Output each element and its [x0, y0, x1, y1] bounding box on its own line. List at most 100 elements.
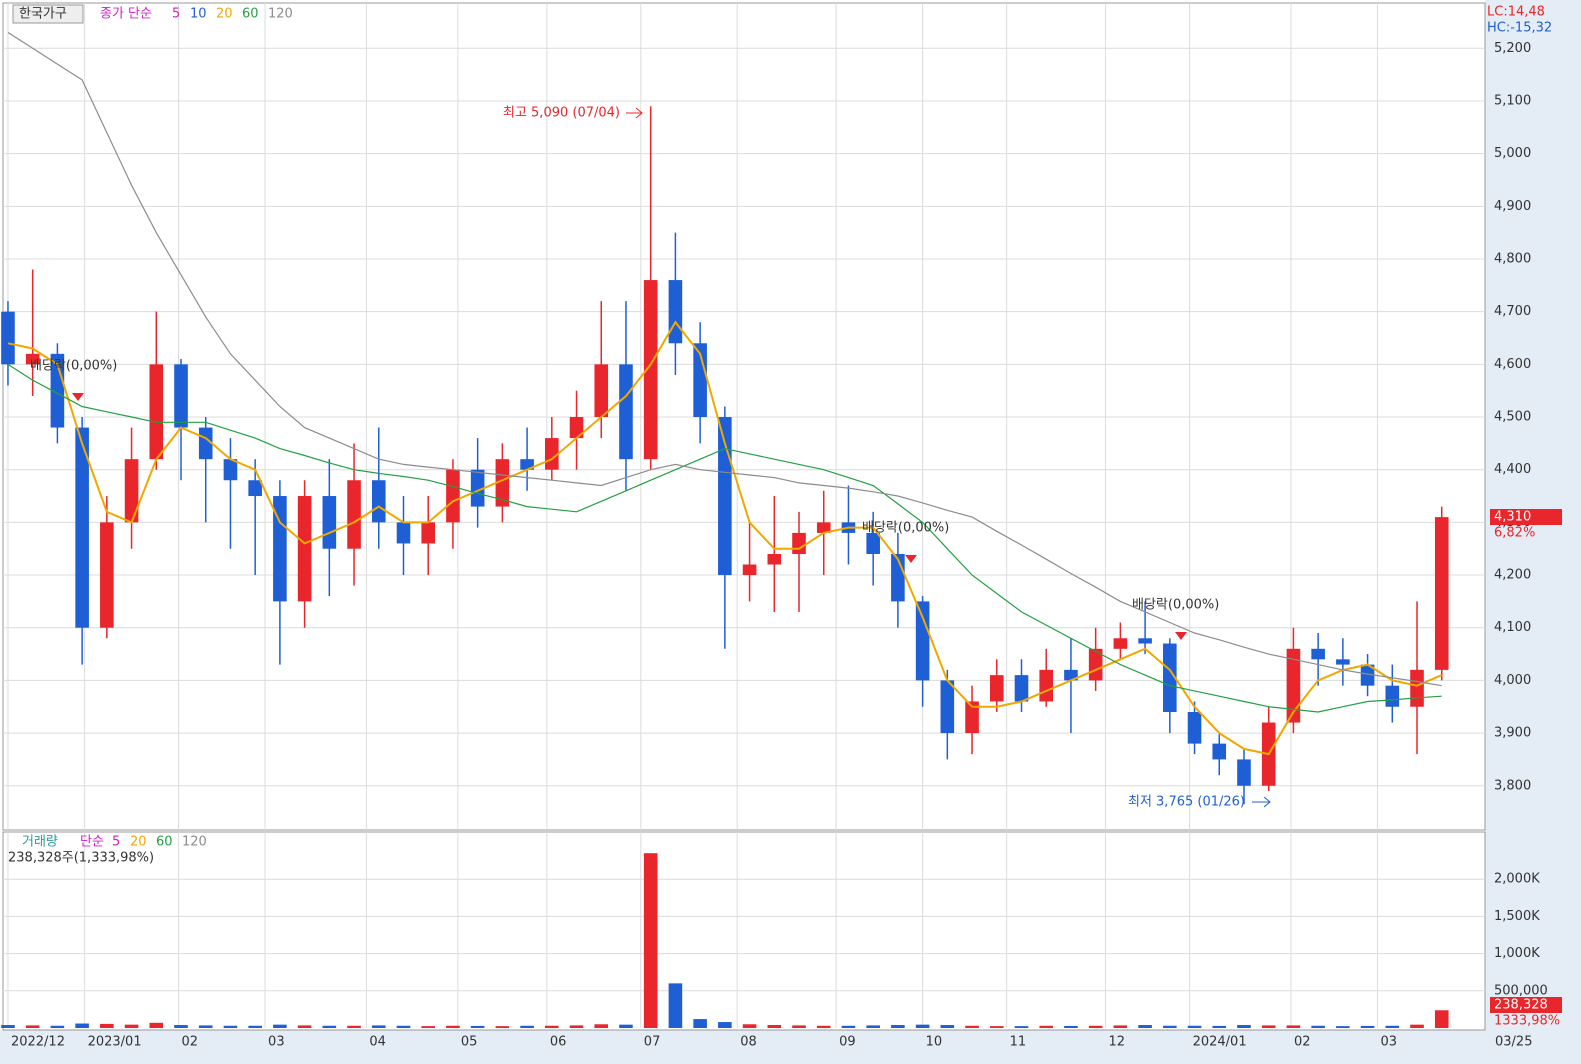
volume-bar	[1237, 1025, 1251, 1028]
y-tick-label: 4,400	[1494, 462, 1531, 477]
volume-bar	[1410, 1024, 1424, 1028]
volume-bar	[223, 1025, 238, 1028]
y-tick-label: 4,800	[1494, 252, 1531, 267]
volume-tag	[1490, 997, 1562, 1013]
candle-body	[396, 522, 411, 544]
volume-bar	[1138, 1025, 1152, 1028]
x-tick-label: 2022/12	[11, 1035, 65, 1050]
candle-body	[198, 427, 213, 460]
last-volume: 238,328	[1494, 998, 1548, 1013]
volume-bar	[1039, 1025, 1054, 1028]
volume-bar	[198, 1025, 213, 1028]
volume-bar	[1336, 1026, 1350, 1028]
last-volume-change: 1333,98%	[1494, 1014, 1560, 1029]
volume-bar	[100, 1023, 114, 1028]
x-tick-label: 10	[926, 1035, 943, 1050]
volume-bar	[75, 1023, 89, 1028]
candle-body	[594, 364, 609, 418]
x-tick-label: 11	[1010, 1035, 1027, 1050]
high-note: 최고 5,090 (07/04)	[503, 106, 620, 121]
last-change: 6,82%	[1494, 526, 1535, 541]
dividend-note: 배당락(0,00%)	[862, 521, 949, 536]
candle-body	[273, 496, 287, 602]
volume-bar	[915, 1024, 930, 1028]
y-tick-label: 4,700	[1494, 304, 1531, 319]
volume-bar	[248, 1025, 262, 1028]
volume-bar	[767, 1025, 782, 1028]
legend-item: 10	[190, 7, 207, 22]
y-tick-label: 3,900	[1494, 726, 1531, 741]
candle-body	[1113, 638, 1128, 649]
volume-bar	[1212, 1025, 1227, 1028]
candle-body	[149, 364, 164, 460]
candle-body	[1385, 685, 1400, 707]
volume-bar	[371, 1025, 386, 1028]
legend-item: 5	[172, 7, 180, 22]
arrow	[1252, 796, 1271, 808]
volume-bar	[396, 1025, 411, 1028]
candle-body	[248, 480, 262, 497]
x-tick-label: 2024/01	[1193, 1035, 1247, 1050]
volume-bar	[25, 1025, 40, 1028]
volume-bar	[1286, 1025, 1301, 1028]
volume-bar	[965, 1025, 979, 1028]
grid: 3,8003,9004,0004,1004,2004,3004,4004,500…	[3, 3, 1548, 1050]
volume-header: 238,328주(1,333,98%)	[8, 851, 154, 866]
x-tick-label: 12	[1109, 1035, 1126, 1050]
volume-bar	[470, 1025, 485, 1028]
candle-body	[940, 680, 955, 734]
volume-bar	[594, 1024, 609, 1028]
candle-body	[1360, 664, 1375, 686]
volume-bar	[1064, 1025, 1078, 1028]
x-tick-label: 08	[740, 1035, 757, 1050]
candle-body	[767, 553, 782, 565]
x-tick-label: 04	[369, 1035, 386, 1050]
volume-bar	[693, 1019, 707, 1028]
volume-bar	[297, 1025, 312, 1028]
volume-bar	[174, 1025, 188, 1028]
candle-body	[421, 522, 436, 544]
candle-body	[1410, 669, 1424, 707]
legend-item: 60	[242, 7, 259, 22]
candle-body	[1014, 675, 1029, 702]
volume-bar	[792, 1025, 806, 1028]
ma-line	[7, 31, 1442, 687]
legend: 5 20 60 120	[112, 835, 207, 850]
volume-bar	[718, 1022, 732, 1028]
y-tick-label: 5,000	[1494, 146, 1531, 161]
volume-bar	[1014, 1026, 1029, 1028]
candle-body	[792, 532, 806, 554]
candle-body	[1212, 743, 1227, 760]
volume-bar	[149, 1022, 164, 1028]
y-tick-label: 4,100	[1494, 620, 1531, 635]
volume-bar	[816, 1025, 831, 1028]
x-tick-label: 05	[461, 1035, 478, 1050]
axis-panel	[1485, 0, 1581, 1064]
candle-body	[569, 417, 584, 439]
dividend-note: 배당락(0,00%)	[1132, 598, 1219, 613]
x-tick-label: 03	[1380, 1035, 1397, 1050]
volume-bar	[1434, 1010, 1449, 1028]
volume-bar	[124, 1024, 139, 1028]
candle-body	[545, 438, 559, 470]
legend-item: 120	[182, 835, 207, 850]
price-tag	[1490, 509, 1562, 525]
candle-body	[75, 427, 89, 628]
candle-body	[693, 343, 707, 418]
volume-bar	[668, 983, 683, 1028]
candle-body	[1237, 759, 1251, 786]
candle-body	[470, 469, 485, 507]
legend-item: 5	[112, 835, 120, 850]
volume-bar	[1163, 1025, 1177, 1028]
low-note: 최저 3,765 (01/26)	[1128, 795, 1245, 810]
y-tick-label: 4,200	[1494, 568, 1531, 583]
volume-bar	[50, 1025, 65, 1028]
ticker-box[interactable]	[12, 4, 84, 24]
volume-bar	[495, 1026, 510, 1028]
candle-body	[816, 522, 831, 533]
legend-item: 60	[156, 835, 173, 850]
volume-bar	[989, 1026, 1004, 1028]
candle-body	[742, 564, 757, 576]
